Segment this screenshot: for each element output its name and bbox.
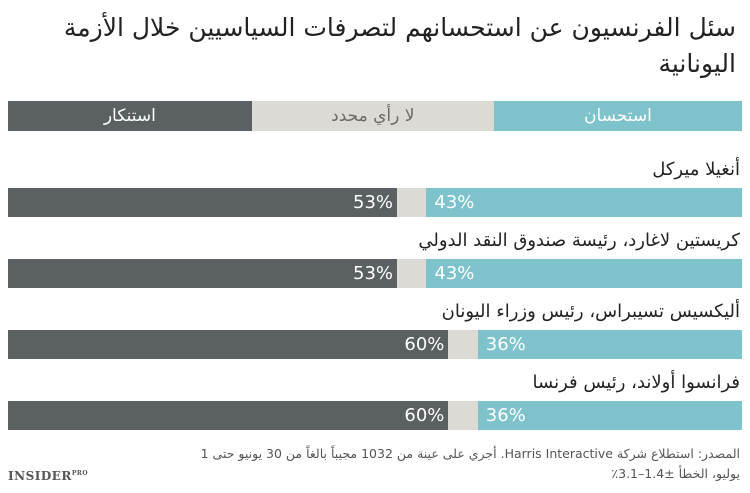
bar-segment-disapprove [8,330,449,359]
logo-text: INSIDER [8,469,72,483]
row-label: أنغيلا ميركل [652,159,740,180]
bar-segment-no-opinion [448,330,478,359]
legend-disapprove: استنكار [8,101,252,131]
bar-segment-approve [426,188,742,217]
row-label: فرانسوا أولاند، رئيس فرنسا [532,372,740,393]
value-label-disapprove: 53% [353,192,394,213]
chart-title: سئل الفرنسيون عن استحسانهم لتصرفات السيا… [63,13,736,78]
bar-segment-no-opinion [397,188,427,217]
value-label-disapprove: 60% [404,405,445,426]
stacked-bar: 53% 43% [8,188,742,217]
value-label-approve: 43% [434,263,475,284]
row-label: كريستين لاغارد، رئيسة صندوق النقد الدولي [418,230,740,251]
bar-segment-approve [477,330,742,359]
stacked-bar: 60% 36% [8,401,742,430]
stacked-bar: 53% 43% [8,259,742,288]
bar-segment-no-opinion [448,401,478,430]
logo-suffix: PRO [71,470,89,477]
stacked-bar: 60% 36% [8,330,742,359]
row-label: أليكسيس تسيبراس، رئيس وزراء اليونان [441,301,740,322]
bar-segment-approve [426,259,742,288]
bar-segment-no-opinion [397,259,427,288]
value-label-disapprove: 60% [404,334,445,355]
value-label-approve: 36% [485,334,526,355]
legend-no-opinion: لا رأي محدد [251,101,494,131]
value-label-approve: 43% [434,192,475,213]
insider-pro-logo: INSIDERPRO [8,469,88,483]
source-note: المصدر: استطلاع شركة Harris Interactive.… [200,446,740,481]
legend-approve: استحسان [493,101,742,131]
bar-segment-disapprove [8,188,398,217]
bar-segment-approve [477,401,742,430]
legend: استحسان لا رأي محدد استنكار [8,101,742,131]
value-label-approve: 36% [485,405,526,426]
bar-segment-disapprove [8,401,449,430]
value-label-disapprove: 53% [353,263,394,284]
bar-segment-disapprove [8,259,398,288]
